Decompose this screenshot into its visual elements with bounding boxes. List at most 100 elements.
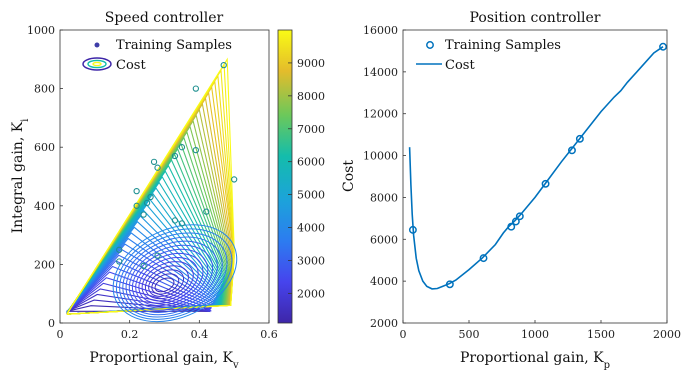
cost-contour-loop — [128, 244, 214, 311]
legend-cost: Cost — [116, 58, 146, 73]
right-y-tick-label: 14000 — [363, 66, 398, 79]
right-y-tick-label: 6000 — [370, 233, 398, 246]
cost-contours — [66, 57, 238, 323]
cost-contour-loop — [115, 228, 233, 320]
legend-cost-right: Cost — [445, 58, 475, 73]
cost-line — [408, 46, 664, 290]
colorbar-tick-label: 8000 — [297, 90, 325, 103]
training-sample-point-right — [408, 225, 417, 234]
colorbar-tick-label: 4000 — [297, 222, 325, 235]
cost-contour-loop — [112, 224, 238, 323]
training-sample-point — [140, 211, 147, 218]
cost-contour-loop — [132, 248, 209, 309]
left-x-label: Proportional gain, Kv — [89, 350, 239, 370]
cost-contour-loop — [141, 261, 194, 302]
training-sample-point-right — [659, 42, 667, 51]
training-sample-point — [150, 158, 158, 165]
left-y-tick-label: 400 — [34, 200, 55, 213]
training-sample-point — [154, 164, 161, 171]
training-sample-point — [143, 199, 151, 207]
legend-sample-marker — [94, 42, 100, 48]
legend-sample-marker-right — [426, 41, 434, 49]
right-x-tick-label: 1500 — [587, 328, 615, 341]
left-x-tick-label: 0.2 — [121, 328, 139, 341]
left-chart-title: Speed controller — [105, 10, 224, 26]
right-x-ticks: 0 500 1000 1500 2000 — [400, 320, 681, 341]
right-axes-box — [402, 29, 668, 324]
training-sample-point — [116, 246, 123, 253]
right-y-tick-label: 2000 — [370, 317, 398, 330]
colorbar-tick-label: 9000 — [297, 57, 325, 70]
legend-training-samples: Training Samples — [116, 38, 232, 53]
training-sample-point — [133, 202, 140, 209]
training-sample-point — [220, 62, 227, 69]
left-y-ticks: 0 200 400 600 800 1000 — [27, 24, 63, 330]
left-y-tick-label: 1000 — [27, 24, 55, 37]
colorbar-tick-label: 5000 — [297, 189, 325, 202]
legend-cost-icon-inner — [87, 59, 107, 69]
training-sample-point — [171, 217, 179, 224]
right-y-label: Cost — [341, 160, 357, 192]
cost-contour-loop — [135, 252, 204, 307]
training-sample-point — [192, 146, 199, 154]
training-sample-point — [171, 152, 179, 160]
training-sample-point-right — [479, 254, 488, 263]
training-sample-point — [140, 262, 147, 270]
cost-contour-loop — [125, 240, 218, 313]
left-x-ticks: 0 0.2 0.4 0.6 — [57, 320, 278, 341]
right-y-tick-label: 16000 — [363, 24, 398, 37]
cost-contour-loop — [138, 257, 199, 304]
colorbar: 2000 3000 4000 5000 6000 7000 8000 9000 — [277, 29, 325, 324]
left-axes-box — [59, 29, 270, 324]
legend-training-samples-right: Training Samples — [445, 38, 561, 53]
training-sample-point — [116, 258, 123, 265]
training-sample-point — [203, 208, 210, 215]
legend-cost-icon — [82, 57, 112, 71]
training-sample-point — [178, 144, 186, 151]
left-legend: Training Samples Cost — [82, 38, 232, 73]
training-sample-point-right — [575, 134, 584, 143]
right-training-samples — [408, 42, 667, 289]
cost-contour-loop — [154, 277, 175, 293]
left-x-tick-label: 0.4 — [191, 328, 209, 341]
left-y-tick-label: 600 — [34, 141, 55, 154]
speed-controller-chart: Speed controller 0 0.2 0.4 0.6 0 200 400 600 80… — [10, 10, 325, 370]
cost-contour-loop — [151, 273, 180, 295]
colorbar-tick-label: 6000 — [297, 156, 325, 169]
left-training-samples — [116, 62, 238, 270]
training-sample-point-right — [541, 179, 550, 188]
training-sample-point — [133, 187, 140, 195]
training-sample-point — [231, 176, 238, 183]
left-x-tick-label: 0 — [57, 328, 64, 341]
right-y-tick-label: 12000 — [363, 108, 398, 121]
position-controller-chart: Position controller 0 500 1000 1500 2000 200… — [341, 10, 681, 370]
right-x-label: Proportional gain, Kp — [460, 350, 610, 370]
training-sample-point — [154, 252, 161, 259]
training-sample-point-right — [445, 280, 454, 289]
left-y-tick-label: 800 — [34, 83, 55, 96]
left-x-tick-label: 0.6 — [260, 328, 278, 341]
right-x-tick-label: 1000 — [521, 328, 549, 341]
right-x-tick-label: 0 — [400, 328, 407, 341]
cost-contour-loop — [122, 236, 223, 316]
right-y-tick-label: 4000 — [370, 275, 398, 288]
training-sample-point — [192, 85, 199, 92]
cost-series-line — [408, 46, 664, 290]
training-sample-point-right — [507, 222, 516, 231]
left-y-tick-label: 200 — [34, 258, 55, 271]
left-y-tick-label: 0 — [48, 317, 55, 330]
colorbar-ticks: 2000 3000 4000 5000 6000 7000 8000 9000 — [288, 57, 325, 300]
right-y-tick-label: 10000 — [363, 150, 398, 163]
training-sample-point-right — [511, 217, 520, 226]
right-legend: Training Samples Cost — [416, 38, 561, 73]
right-x-tick-label: 2000 — [653, 328, 681, 341]
right-chart-title: Position controller — [470, 10, 601, 26]
legend-cost-icon-core — [92, 61, 102, 67]
colorbar-tick-label: 2000 — [297, 287, 325, 300]
cost-contour-loop — [148, 269, 185, 297]
training-sample-point — [178, 220, 186, 227]
cost-contour-line — [66, 57, 235, 315]
right-x-tick-label: 500 — [459, 328, 480, 341]
colorbar-tick-label: 7000 — [297, 123, 325, 136]
